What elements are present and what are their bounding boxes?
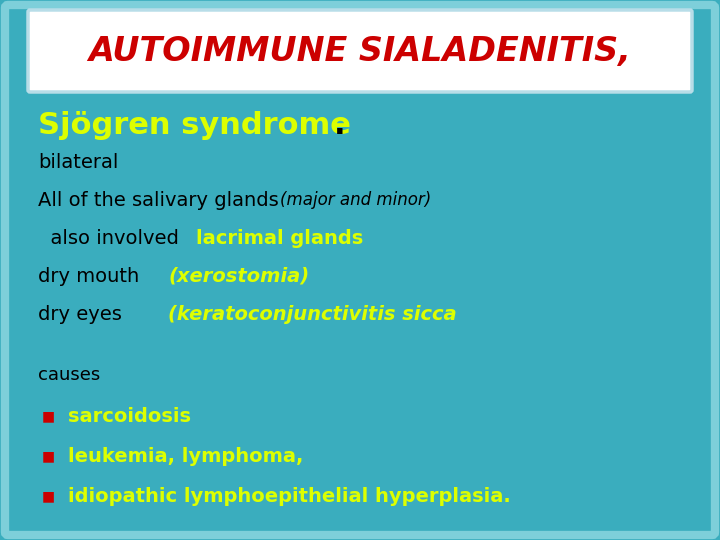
Text: (major and minor): (major and minor): [280, 191, 431, 209]
Text: ■: ■: [42, 449, 55, 463]
Text: lacrimal glands: lacrimal glands: [196, 228, 364, 247]
Text: leukemia, lymphoma,: leukemia, lymphoma,: [68, 447, 303, 466]
Text: sarcoidosis: sarcoidosis: [68, 407, 191, 426]
Text: (xerostomia): (xerostomia): [168, 267, 309, 286]
Text: (keratoconjunctivitis sicca: (keratoconjunctivitis sicca: [168, 305, 456, 323]
Text: dry eyes: dry eyes: [38, 305, 147, 323]
Text: AUTOIMMUNE SIALADENITIS,: AUTOIMMUNE SIALADENITIS,: [89, 35, 631, 68]
Text: also involved: also involved: [38, 228, 197, 247]
Text: ■: ■: [42, 410, 55, 423]
Text: dry mouth: dry mouth: [38, 267, 158, 286]
Text: causes: causes: [38, 366, 100, 384]
Text: idiopathic lymphoepithelial hyperplasia.: idiopathic lymphoepithelial hyperplasia.: [68, 487, 510, 506]
Text: .: .: [334, 111, 346, 139]
Text: bilateral: bilateral: [38, 152, 118, 172]
FancyBboxPatch shape: [28, 10, 692, 92]
FancyBboxPatch shape: [5, 5, 715, 535]
Text: All of the salivary glands: All of the salivary glands: [38, 191, 285, 210]
Text: ■: ■: [42, 489, 55, 503]
Text: Sjögren syndrome: Sjögren syndrome: [38, 111, 351, 139]
